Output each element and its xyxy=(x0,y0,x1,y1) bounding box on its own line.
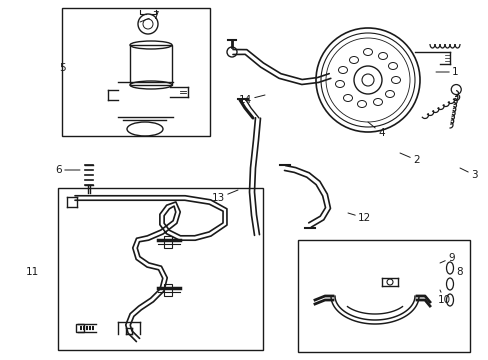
Text: 10: 10 xyxy=(437,290,450,305)
Text: 1: 1 xyxy=(435,67,458,77)
Text: 8: 8 xyxy=(456,267,462,277)
Bar xyxy=(297,240,469,352)
Bar xyxy=(163,236,172,248)
Bar xyxy=(58,188,263,350)
Bar xyxy=(62,8,209,136)
Text: 6: 6 xyxy=(55,165,80,175)
Bar xyxy=(163,284,172,296)
Text: 5: 5 xyxy=(59,63,65,73)
Text: 12: 12 xyxy=(347,213,370,223)
Text: 4: 4 xyxy=(367,122,384,138)
Text: 14: 14 xyxy=(238,95,264,105)
Text: 3: 3 xyxy=(459,168,477,180)
Text: 7: 7 xyxy=(140,11,158,22)
Text: 2: 2 xyxy=(399,153,419,165)
Bar xyxy=(130,45,172,85)
Text: 9: 9 xyxy=(439,253,454,263)
Text: 13: 13 xyxy=(211,190,238,203)
Text: 11: 11 xyxy=(25,267,39,277)
Bar xyxy=(76,324,84,332)
